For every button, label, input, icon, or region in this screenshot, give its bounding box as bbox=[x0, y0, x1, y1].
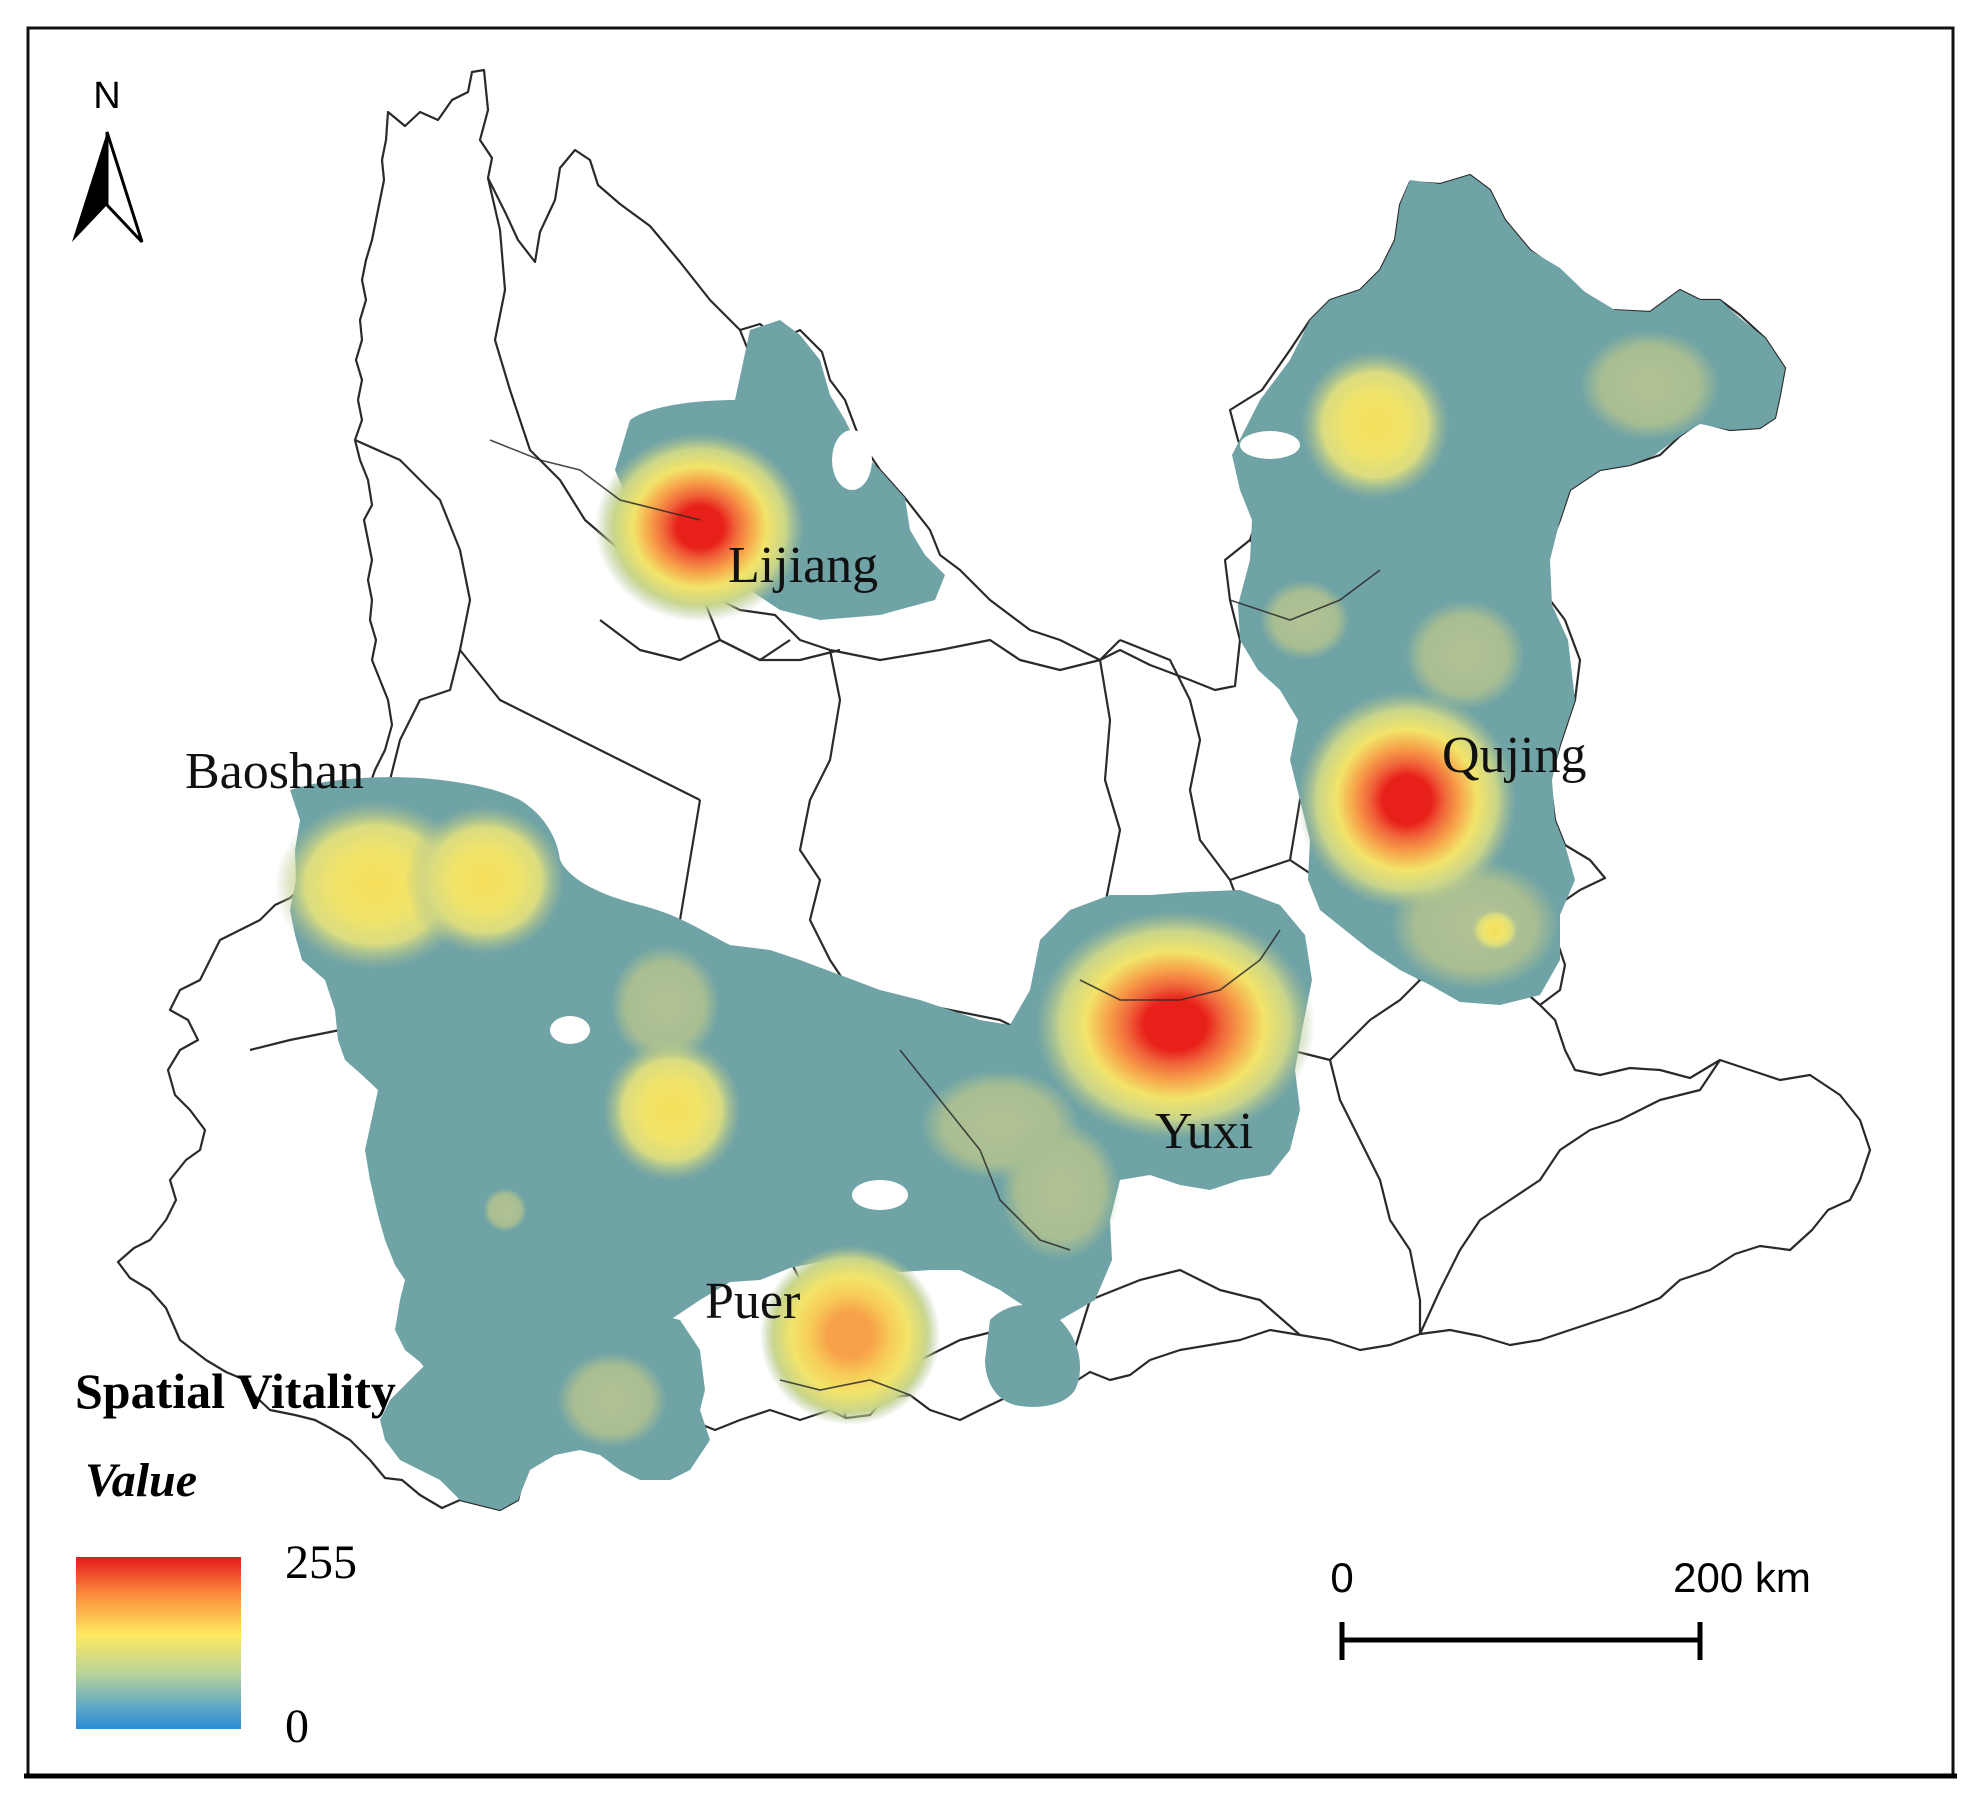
prefecture-border bbox=[829, 638, 1121, 672]
boundary-overlay bbox=[489, 439, 1381, 1396]
hotspot-green bbox=[483, 1188, 527, 1232]
scale-bar: 0 200 km bbox=[1330, 1554, 1811, 1660]
hotspot-red bbox=[1297, 690, 1517, 910]
boundary-line bbox=[779, 1379, 911, 1396]
prefecture-border bbox=[459, 649, 701, 801]
north-arrow-right-half bbox=[105, 131, 144, 244]
city-label-baoshan: Baoshan bbox=[185, 743, 364, 800]
surface-south bbox=[380, 1260, 710, 1510]
vitality-surface bbox=[275, 175, 1785, 1510]
city-labels: Lijiang Baoshan Qujing Yuxi Puer bbox=[185, 537, 1586, 1330]
hotspot-yellow bbox=[602, 1038, 742, 1182]
city-label-yuxi: Yuxi bbox=[1155, 1103, 1253, 1160]
prefecture-border bbox=[1418, 1059, 1721, 1335]
hotspot-green bbox=[1000, 1120, 1120, 1260]
city-label-qujing: Qujing bbox=[1442, 727, 1586, 784]
hotspot-green bbox=[1405, 600, 1525, 710]
hotspot-orange bbox=[760, 1245, 940, 1425]
hole bbox=[550, 1016, 590, 1044]
legend-min-label: 0 bbox=[285, 1700, 309, 1753]
hotspot-yellow bbox=[1300, 350, 1450, 500]
boundary-line bbox=[899, 1049, 1071, 1251]
boundary-line bbox=[1229, 569, 1381, 621]
hotspot-green bbox=[1580, 330, 1720, 440]
province-border bbox=[116, 68, 1872, 1512]
hotspot-green bbox=[1260, 580, 1350, 660]
prefecture-border bbox=[599, 619, 841, 662]
hotspot-green bbox=[610, 945, 720, 1065]
legend-subtitle: Value bbox=[85, 1454, 197, 1507]
prefecture-border bbox=[1328, 1059, 1422, 1334]
hole bbox=[1240, 431, 1300, 459]
north-arrow-label: N bbox=[93, 75, 120, 117]
scale-bar-start-label: 0 bbox=[1330, 1554, 1353, 1601]
legend-color-ramp bbox=[76, 1557, 241, 1729]
hotspot-green bbox=[557, 1352, 667, 1448]
boundary-line bbox=[1079, 929, 1281, 1001]
north-arrow-left-half bbox=[72, 132, 107, 242]
prefecture-border bbox=[1089, 1268, 1301, 1336]
hotspot-red bbox=[595, 432, 805, 622]
prefecture-border bbox=[486, 177, 831, 652]
hotspot-yellow bbox=[405, 805, 565, 955]
legend-title: Spatial Vitality bbox=[75, 1363, 396, 1419]
hotspot-yellow bbox=[1470, 908, 1520, 952]
legend: Spatial Vitality Value 255 0 bbox=[75, 1363, 396, 1753]
prefecture-border bbox=[354, 438, 472, 781]
scale-bar-end-label: 200 km bbox=[1673, 1554, 1811, 1601]
hole bbox=[852, 1180, 908, 1210]
city-label-lijiang: Lijiang bbox=[728, 537, 878, 594]
legend-max-label: 255 bbox=[285, 1536, 357, 1589]
hole bbox=[832, 430, 872, 490]
surface-puer bbox=[985, 1305, 1080, 1407]
hotspot-red bbox=[1035, 910, 1315, 1140]
prefecture-border bbox=[798, 649, 851, 991]
north-arrow: N bbox=[72, 75, 144, 244]
boundary-line bbox=[489, 439, 701, 521]
city-label-puer: Puer bbox=[705, 1273, 800, 1330]
